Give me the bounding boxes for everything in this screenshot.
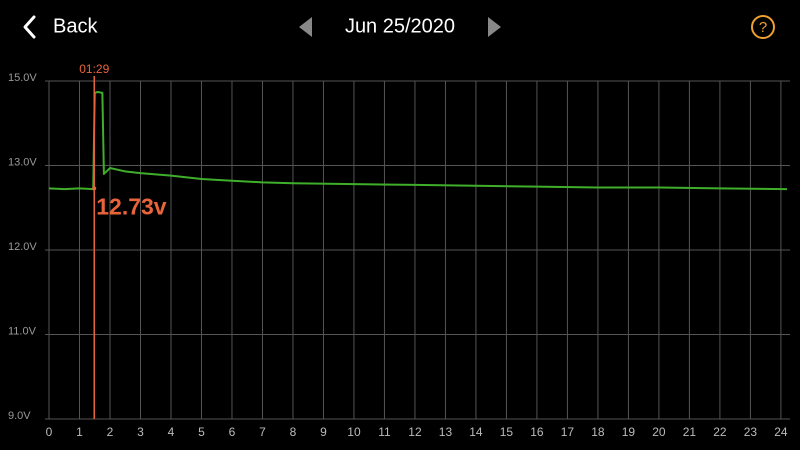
cursor-time: 01:29 bbox=[79, 62, 109, 76]
x-tick-label: 14 bbox=[469, 425, 483, 439]
x-tick-label: 16 bbox=[530, 425, 544, 439]
x-tick-label: 13 bbox=[439, 425, 453, 439]
x-tick-label: 19 bbox=[622, 425, 636, 439]
x-tick-label: 20 bbox=[652, 425, 666, 439]
x-tick-label: 12 bbox=[408, 425, 422, 439]
x-tick-label: 21 bbox=[683, 425, 697, 439]
x-tick-label: 9 bbox=[320, 425, 327, 439]
x-tick-label: 10 bbox=[347, 425, 361, 439]
x-tick-label: 3 bbox=[137, 425, 144, 439]
x-tick-label: 15 bbox=[500, 425, 514, 439]
back-chevron[interactable] bbox=[23, 15, 36, 39]
x-tick-label: 6 bbox=[229, 425, 236, 439]
next-day[interactable] bbox=[488, 17, 501, 37]
help-mark[interactable]: ? bbox=[759, 19, 767, 36]
x-tick-label: 17 bbox=[561, 425, 575, 439]
y-tick-label: 9.0V bbox=[8, 410, 31, 422]
date-label: Jun 25/2020 bbox=[345, 15, 455, 37]
x-tick-label: 22 bbox=[713, 425, 727, 439]
x-tick-label: 24 bbox=[774, 425, 788, 439]
back-label[interactable]: Back bbox=[53, 15, 98, 37]
x-tick-label: 0 bbox=[46, 425, 53, 439]
cursor-value: 12.73v bbox=[96, 193, 167, 219]
back-button[interactable]: Back bbox=[23, 15, 98, 39]
x-tick-label: 4 bbox=[168, 425, 175, 439]
x-tick-label: 8 bbox=[290, 425, 297, 439]
y-tick-label: 11.0V bbox=[8, 325, 37, 337]
x-tick-label: 5 bbox=[198, 425, 205, 439]
y-tick-label: 15.0V bbox=[8, 72, 37, 84]
x-tick-label: 2 bbox=[107, 425, 114, 439]
x-tick-label: 18 bbox=[591, 425, 605, 439]
x-tick-label: 11 bbox=[378, 425, 391, 439]
x-tick-label: 1 bbox=[76, 425, 83, 439]
help-icon[interactable] bbox=[751, 15, 775, 39]
x-tick-label: 7 bbox=[259, 425, 266, 439]
y-tick-label: 13.0V bbox=[8, 156, 37, 168]
y-tick-label: 12.0V bbox=[8, 241, 37, 253]
prev-day[interactable] bbox=[299, 17, 312, 37]
x-tick-label: 23 bbox=[744, 425, 758, 439]
cursor-point bbox=[92, 186, 97, 191]
